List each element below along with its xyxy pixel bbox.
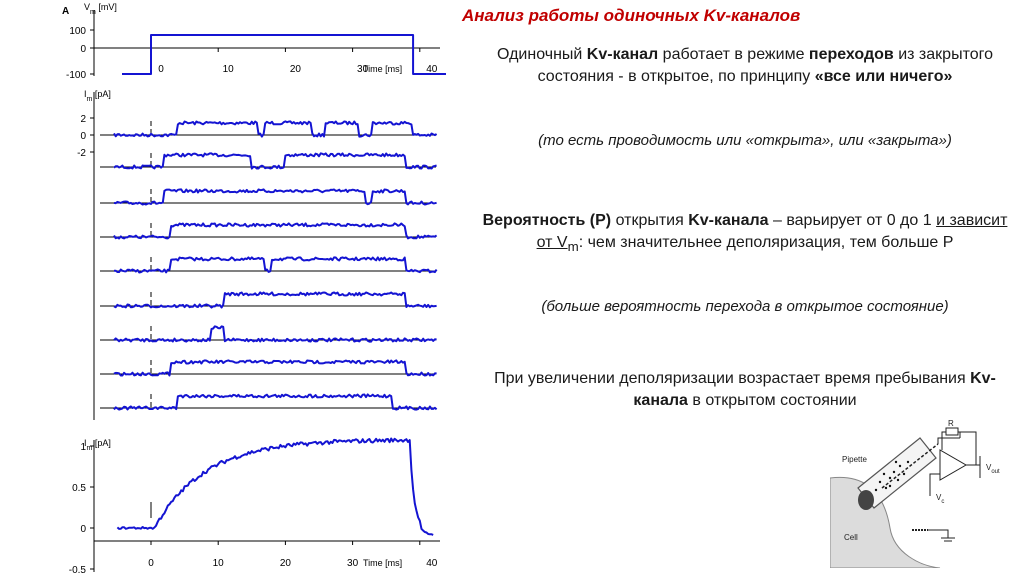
ensemble-y-tick-label: 1 [80,442,86,453]
ensemble-x-tick-label: 0 [148,558,154,569]
ensemble-axis-label: Im [pA] [84,438,111,452]
sweep-8 [100,359,437,377]
paragraph-open-time: При увеличении деполяризации возрастает … [494,370,996,409]
paragraph-probability-note: (больше вероятность перехода в открытое … [541,298,949,315]
ion-dots [874,460,910,492]
vout-label: Vout [986,463,1000,475]
sweep-current-trace [113,120,438,138]
voltage-x-tick-label: 30 [357,64,369,75]
sweep-current-trace [113,291,437,309]
paragraph-all-or-none-note: (то есть проводимость или «открыта», или… [538,132,952,149]
slide-title: Анализ работы одиночных Kv-каналов [462,6,801,25]
resistor-label: R [948,419,954,428]
sweep-3 [100,188,437,206]
ensemble-y-tick-label: 0 [80,524,86,535]
sweep-1 [100,120,438,138]
paragraph-kv-transitions: Одиночный Kv-канал работает в режиме пер… [496,46,993,85]
cell-shape [829,476,941,569]
ensemble-x-tick-label: 30 [347,558,359,569]
sweep-6 [100,291,437,309]
voltage-y-tick-label: 0 [80,44,86,55]
ensemble-y-ticks: 1 0.5 0 -0.5 [69,442,94,574]
voltage-time-label: Time [ms] [363,64,402,74]
op-amp [939,449,968,481]
voltage-x-tick-label: 10 [223,64,235,75]
ensemble-y-tick-label: 0.5 [72,483,86,494]
resistor [945,427,959,436]
voltage-y-ticks: 100 0 -100 [66,26,94,81]
vc-wire [929,473,940,496]
sweep-current-trace [113,188,437,206]
sweep-current-trace [114,256,438,274]
voltage-y-tick-label: -100 [66,70,86,81]
electrode-wire [881,443,939,489]
sweep-current-trace [113,325,437,343]
sweep-4 [100,222,438,240]
input-wire [937,437,960,444]
vc-label: Vc [936,493,944,505]
single-y-tick-label: -2 [77,148,86,159]
single-y-tick-label: 2 [80,114,86,125]
sweep-current-trace [113,359,437,377]
voltage-step-trace [122,34,446,75]
sweep-5 [100,256,438,274]
voltage-x-tick-label: 40 [426,64,438,75]
voltage-x-tick-label: 20 [290,64,302,75]
ground-wire [928,529,949,538]
single-axis-label: Im [pA] [84,89,111,103]
single-y-tick-label: 0 [80,131,86,142]
sweep-2 [100,152,437,170]
patch-clamp-diagram: R Vout Vc Pipette Cell [829,418,1020,569]
single-y-ticks: 2 0 -2 [77,114,94,159]
membrane-patch [858,490,874,510]
single-channel-sweeps [100,120,438,411]
ensemble-time-label: Time [ms] [363,558,402,568]
ensemble-y-tick-label: -0.5 [69,565,87,574]
ensemble-x-tick-label: 10 [213,558,225,569]
sweep-current-trace [113,222,438,240]
voltage-y-tick-label: 100 [69,26,86,37]
feedback-wire-right [960,431,977,465]
sweep-7 [100,325,437,343]
cell-label: Cell [844,533,858,542]
voltage-x-tick-label: 0 [158,64,164,75]
ensemble-x-tick-label: 20 [280,558,292,569]
ensemble-x-ticks: 0 10 20 30 40 [148,541,438,569]
paragraph-open-probability: Вероятность (Р) открытия Kv-канала – вар… [482,212,1008,255]
voltage-axis-label: Vm [mV] [84,2,117,16]
ensemble-average-trace [116,437,434,536]
panel-letter: A [62,6,69,17]
ensemble-x-tick-label: 40 [426,558,438,569]
pipette-label: Pipette [842,455,867,464]
sweep-current-trace [113,393,438,411]
sweep-current-trace [113,152,437,170]
recordings-figure: A Vm [mV] 100 0 -100 0 10 20 30 40 Time [ms] I… [0,0,460,574]
sweep-9 [100,393,438,411]
